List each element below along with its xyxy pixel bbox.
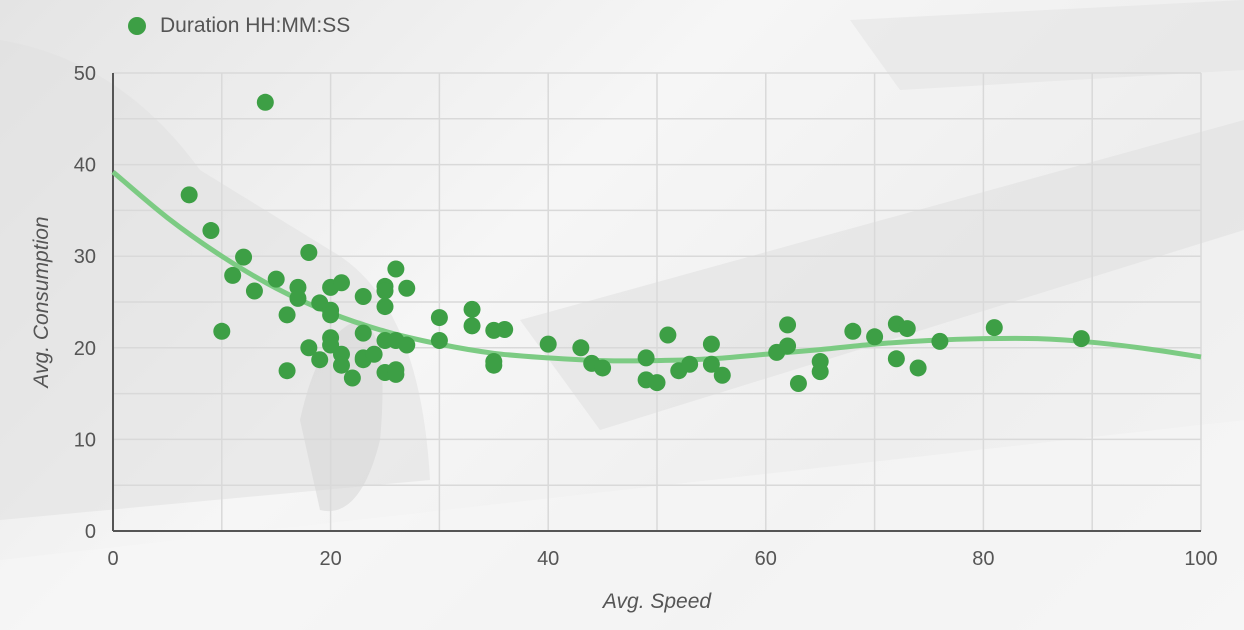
- data-point[interactable]: [539, 335, 557, 353]
- x-tick-label: 20: [319, 548, 341, 570]
- data-point[interactable]: [387, 365, 405, 383]
- data-point[interactable]: [278, 362, 296, 380]
- data-point[interactable]: [702, 355, 720, 373]
- data-point[interactable]: [811, 363, 829, 381]
- data-point[interactable]: [844, 322, 862, 340]
- data-point[interactable]: [311, 351, 329, 369]
- data-point[interactable]: [376, 282, 394, 300]
- chart-legend[interactable]: Duration HH:MM:SS: [128, 14, 350, 38]
- x-tick-label: 0: [107, 548, 118, 570]
- y-tick-label: 0: [85, 521, 96, 543]
- data-point[interactable]: [909, 359, 927, 377]
- data-point[interactable]: [931, 332, 949, 350]
- data-point[interactable]: [224, 266, 242, 284]
- x-tick-label: 40: [537, 548, 559, 570]
- axes: [112, 73, 1201, 532]
- data-point[interactable]: [659, 326, 677, 344]
- data-point[interactable]: [463, 317, 481, 335]
- data-point[interactable]: [637, 349, 655, 367]
- data-point[interactable]: [235, 248, 253, 266]
- data-point[interactable]: [180, 186, 198, 204]
- legend-marker: [128, 17, 146, 35]
- data-point[interactable]: [343, 369, 361, 387]
- y-tick-label: 20: [74, 338, 96, 360]
- x-tick-label: 80: [972, 548, 994, 570]
- y-tick-label: 30: [74, 246, 96, 268]
- data-point[interactable]: [398, 279, 416, 297]
- data-point[interactable]: [789, 375, 807, 393]
- trend-line: [111, 170, 1202, 364]
- data-point[interactable]: [387, 260, 405, 278]
- data-point[interactable]: [332, 274, 350, 292]
- data-point[interactable]: [430, 309, 448, 327]
- data-point[interactable]: [713, 366, 731, 384]
- y-axis-title: Avg. Consumption: [30, 216, 53, 389]
- gridlines: [112, 72, 1202, 532]
- y-tick-label: 10: [74, 429, 96, 451]
- tick-labels: 0 20 40 60 80 100 0 10 20 30 40 50: [74, 63, 1218, 570]
- data-point[interactable]: [267, 270, 285, 288]
- data-point[interactable]: [985, 319, 1003, 337]
- data-point[interactable]: [681, 355, 699, 373]
- data-point[interactable]: [594, 359, 612, 377]
- data-point[interactable]: [496, 320, 514, 338]
- x-axis-title: Avg. Speed: [601, 590, 713, 613]
- data-point[interactable]: [202, 222, 220, 240]
- data-point[interactable]: [887, 350, 905, 368]
- data-point[interactable]: [866, 328, 884, 346]
- data-point[interactable]: [300, 244, 318, 262]
- y-tick-label: 50: [74, 63, 96, 85]
- x-tick-label: 60: [755, 548, 777, 570]
- legend-label: Duration HH:MM:SS: [160, 14, 351, 37]
- y-tick-label: 40: [74, 155, 96, 177]
- data-point[interactable]: [572, 339, 590, 357]
- data-points: [180, 93, 1090, 393]
- data-point[interactable]: [648, 374, 666, 392]
- data-point[interactable]: [256, 93, 274, 111]
- data-point[interactable]: [213, 322, 231, 340]
- data-point[interactable]: [332, 356, 350, 374]
- data-point[interactable]: [376, 298, 394, 316]
- data-point[interactable]: [898, 320, 916, 338]
- data-point[interactable]: [485, 356, 503, 374]
- data-point[interactable]: [702, 335, 720, 353]
- x-tick-label: 100: [1184, 548, 1217, 570]
- data-point[interactable]: [289, 289, 307, 307]
- data-point[interactable]: [322, 306, 340, 324]
- data-point[interactable]: [365, 345, 383, 363]
- data-point[interactable]: [354, 288, 372, 306]
- data-point[interactable]: [779, 337, 797, 355]
- data-point[interactable]: [430, 331, 448, 349]
- data-point[interactable]: [245, 282, 263, 300]
- data-point[interactable]: [300, 339, 318, 357]
- data-point[interactable]: [1072, 330, 1090, 348]
- data-point[interactable]: [278, 306, 296, 324]
- data-point[interactable]: [398, 336, 416, 354]
- data-point[interactable]: [463, 300, 481, 318]
- data-point[interactable]: [779, 316, 797, 334]
- data-point[interactable]: [354, 324, 372, 342]
